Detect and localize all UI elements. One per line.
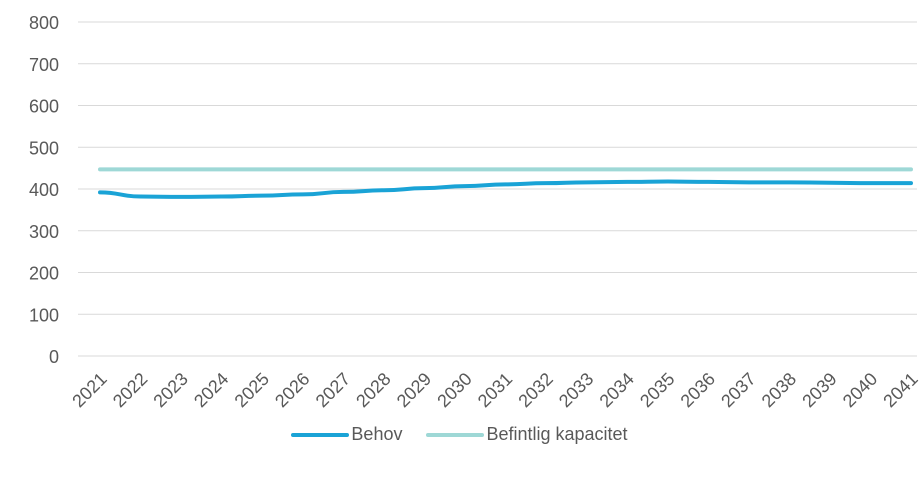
x-tick-label: 2028 bbox=[352, 369, 394, 411]
x-tick-label: 2025 bbox=[231, 369, 273, 411]
x-tick-label: 2024 bbox=[190, 369, 232, 411]
legend-swatch-befintlig-kapacitet bbox=[426, 432, 485, 437]
x-tick-label: 2038 bbox=[758, 369, 800, 411]
series-lines bbox=[98, 167, 913, 199]
legend-label-befintlig-kapacitet: Befintlig kapacitet bbox=[486, 424, 628, 444]
y-tick-label: 0 bbox=[49, 347, 59, 367]
legend-swatch-behov bbox=[291, 432, 350, 437]
x-tick-label: 2041 bbox=[879, 369, 919, 411]
x-tick-label: 2035 bbox=[636, 369, 678, 411]
x-tick-label: 2022 bbox=[109, 369, 151, 411]
y-tick-label: 100 bbox=[29, 305, 59, 325]
y-tick-label: 200 bbox=[29, 264, 59, 284]
y-tick-label: 400 bbox=[29, 180, 59, 200]
y-tick-label: 300 bbox=[29, 222, 59, 242]
x-tick-label: 2039 bbox=[798, 369, 840, 411]
x-tick-label: 2036 bbox=[677, 369, 719, 411]
series-line-behov bbox=[98, 179, 913, 199]
legend-item-befintlig-kapacitet: Befintlig kapacitet bbox=[426, 424, 628, 445]
x-tick-label: 2033 bbox=[555, 369, 597, 411]
x-tick-label: 2037 bbox=[717, 369, 759, 411]
x-tick-label: 2034 bbox=[596, 369, 638, 411]
y-tick-label: 700 bbox=[29, 55, 59, 75]
y-tick-label: 500 bbox=[29, 138, 59, 158]
legend-label-behov: Behov bbox=[351, 424, 403, 444]
x-tick-label: 2023 bbox=[149, 369, 191, 411]
x-tick-label: 2029 bbox=[393, 369, 435, 411]
y-tick-label: 800 bbox=[29, 13, 59, 33]
legend-item-behov: Behov bbox=[291, 424, 402, 445]
x-tick-label: 2031 bbox=[474, 369, 516, 411]
x-tick-label: 2021 bbox=[68, 369, 110, 411]
y-tick-label: 600 bbox=[29, 97, 59, 117]
x-tick-label: 2030 bbox=[433, 369, 475, 411]
x-tick-label: 2040 bbox=[839, 369, 881, 411]
legend: Behov Befintlig kapacitet bbox=[0, 424, 919, 445]
gridlines bbox=[78, 21, 917, 357]
x-tick-label: 2032 bbox=[514, 369, 556, 411]
y-axis-ticks: 0 100 200 300 400 500 600 700 800 bbox=[29, 13, 59, 367]
x-axis-ticks: 2021202220232024202520262027202820292030… bbox=[68, 369, 919, 411]
x-tick-label: 2027 bbox=[312, 369, 354, 411]
x-tick-label: 2026 bbox=[271, 369, 313, 411]
